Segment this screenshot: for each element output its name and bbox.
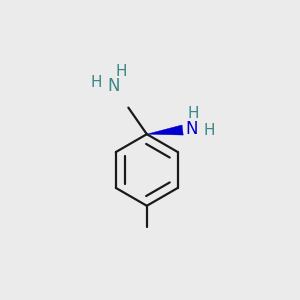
Text: H: H bbox=[203, 123, 215, 138]
Text: H: H bbox=[91, 75, 102, 90]
Text: N: N bbox=[107, 77, 120, 95]
Text: H: H bbox=[188, 106, 200, 121]
Polygon shape bbox=[147, 125, 183, 135]
Text: N: N bbox=[186, 120, 198, 138]
Text: H: H bbox=[116, 64, 127, 79]
